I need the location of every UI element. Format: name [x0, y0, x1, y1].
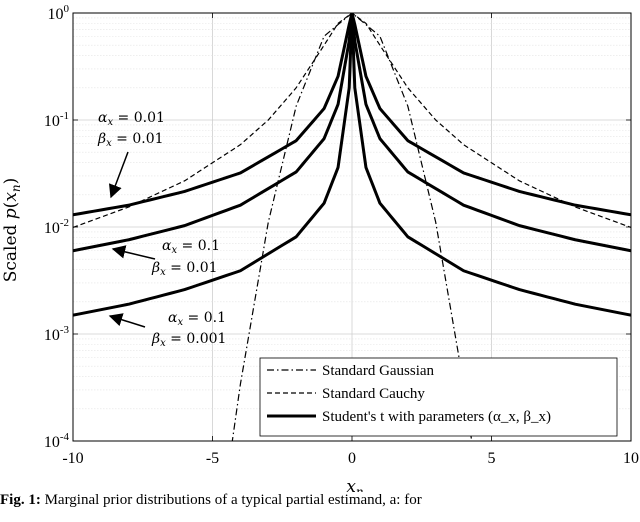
figure-caption: Fig. 1: Marginal prior distributions of …: [0, 492, 640, 509]
svg-text:αx = 0.1: αx = 0.1: [168, 310, 226, 328]
svg-text:αx = 0.01: αx = 0.01: [98, 110, 165, 128]
x-axis-label: xn: [346, 477, 363, 492]
x-tick-label: 5: [488, 450, 496, 467]
svg-text:βx = 0.01: βx = 0.01: [97, 131, 164, 149]
x-tick-label: 10: [623, 450, 639, 467]
chart: -10 -5 0 5 10 10-4 10-3 10-2 10-1 100 xn Scaled p…: [1, 3, 639, 492]
annotation-arrow-2: [111, 245, 156, 260]
tick-marks: [72, 12, 632, 442]
annotation-student-t-3: αx = 0.1 βx = 0.001: [151, 310, 226, 349]
legend-box: [259, 357, 618, 437]
annotation-arrow-1: [108, 151, 129, 199]
tick-labels: -10 -5 0 5 10 10-4 10-3 10-2 10-1 100: [44, 3, 639, 467]
x-tick-label: -10: [62, 450, 83, 467]
y-tick-label: 10-3: [44, 324, 70, 344]
svg-text:βx = 0.01: βx = 0.01: [151, 260, 218, 278]
legend-label-student-t: Student's t with parameters (α_x, β_x): [322, 409, 551, 425]
y-tick-label: 10-2: [44, 217, 69, 237]
caption-label: Fig. 1:: [0, 492, 41, 508]
annotation-student-t-1: αx = 0.01 βx = 0.01: [97, 110, 165, 149]
series-line-student-t-3: [73, 13, 631, 253]
svg-text:βx = 0.001: βx = 0.001: [151, 331, 226, 349]
series-line-student-t-4: [73, 13, 631, 317]
caption-text: Marginal prior distributions of a typica…: [44, 492, 422, 508]
legend-label-cauchy: Standard Cauchy: [322, 386, 425, 402]
annotation-student-t-2: αx = 0.1 βx = 0.01: [151, 238, 220, 278]
y-tick-label: 10-4: [44, 431, 70, 451]
series-line-student-t-2: [73, 13, 631, 217]
y-tick-label: 10-1: [44, 110, 69, 130]
svg-text:αx = 0.1: αx = 0.1: [162, 238, 220, 256]
y-axis-label: Scaled p(xn): [1, 178, 23, 283]
annotation-arrow-3: [108, 313, 146, 328]
y-tick-label: 100: [48, 3, 70, 23]
legend-label-gaussian: Standard Gaussian: [322, 363, 435, 379]
legend: Standard Gaussian Standard Cauchy Studen…: [259, 357, 618, 437]
x-tick-label: -5: [206, 450, 219, 467]
x-tick-label: 0: [348, 450, 356, 467]
